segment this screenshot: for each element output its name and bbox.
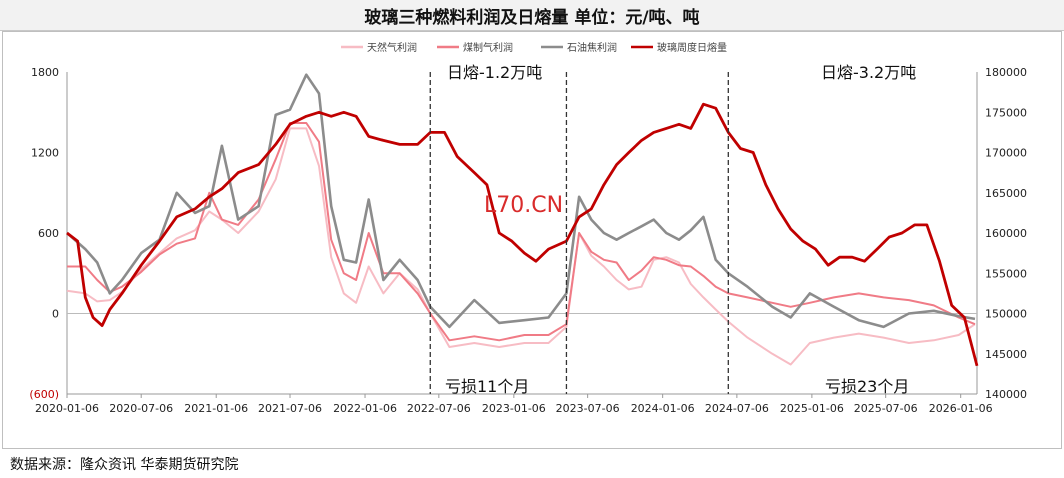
x-tick-label: 2024-07-06: [705, 402, 769, 415]
line-chart: (600) 0 600 1200 1800 140000 145000 150000 15500…: [29, 41, 1027, 415]
y-left-tick-label: 0: [52, 308, 59, 321]
y-left-tick-label: 1800: [31, 66, 59, 79]
x-tick-label: 2023-07-06: [556, 402, 620, 415]
y-left-tick-label: 600: [38, 227, 59, 240]
x-tick-label: 2020-07-06: [109, 402, 173, 415]
chart-frame: (600) 0 600 1200 1800 140000 145000 150000 15500…: [2, 31, 1062, 449]
x-tick-label: 2022-01-06: [333, 402, 397, 415]
legend-label: 玻璃周度日熔量: [657, 41, 727, 54]
y-right-tick-label: 160000: [985, 227, 1027, 240]
y-right-tick-label: 170000: [985, 147, 1027, 160]
series-line-coal_gas: [67, 122, 976, 342]
y-right-tick-label: 165000: [985, 187, 1027, 200]
legend-label: 煤制气利润: [463, 41, 513, 54]
y-right-tick-label: 180000: [985, 66, 1027, 79]
y-right-tick-label: 175000: [985, 106, 1027, 119]
series-line-daily_melt: [66, 102, 979, 367]
x-tick-label: 2024-01-06: [631, 402, 695, 415]
annotation-label: 亏损11个月: [445, 377, 529, 396]
y-right-tick-label: 145000: [985, 348, 1027, 361]
title-bar: 玻璃三种燃料利润及日熔量 单位：元/吨、吨: [0, 0, 1064, 31]
series-line-natural_gas: [66, 127, 976, 366]
legend-label: 石油焦利润: [567, 41, 617, 54]
series-line-petcoke: [66, 73, 976, 329]
legend-label: 天然气利润: [367, 41, 417, 54]
data-source: 数据来源：隆众资讯 华泰期货研究院: [10, 457, 239, 473]
chart-title: 玻璃三种燃料利润及日熔量 单位：元/吨、吨: [364, 8, 700, 28]
annotation-label: 日熔-3.2万吨: [821, 63, 916, 82]
watermark: L70.CN: [484, 193, 564, 218]
x-tick-label: 2025-01-06: [780, 402, 844, 415]
x-tick-label: 2021-01-06: [184, 402, 248, 415]
x-tick-label: 2025-07-06: [854, 402, 918, 415]
x-tick-label: 2021-07-06: [258, 402, 322, 415]
y-left-tick-label: 1200: [31, 147, 59, 160]
x-tick-label: 2023-01-06: [482, 402, 546, 415]
y-right-tick-label: 140000: [985, 388, 1027, 401]
x-tick-label: 2022-07-06: [407, 402, 471, 415]
y-right-tick-label: 155000: [985, 267, 1027, 280]
y-left-tick-label: (600): [29, 388, 59, 401]
x-tick-label: 2026-01-06: [929, 402, 993, 415]
annotation-label: 日熔-1.2万吨: [447, 63, 542, 82]
annotation-label: 亏损23个月: [825, 377, 909, 396]
y-right-tick-label: 150000: [985, 308, 1027, 321]
x-tick-label: 2020-01-06: [35, 402, 99, 415]
